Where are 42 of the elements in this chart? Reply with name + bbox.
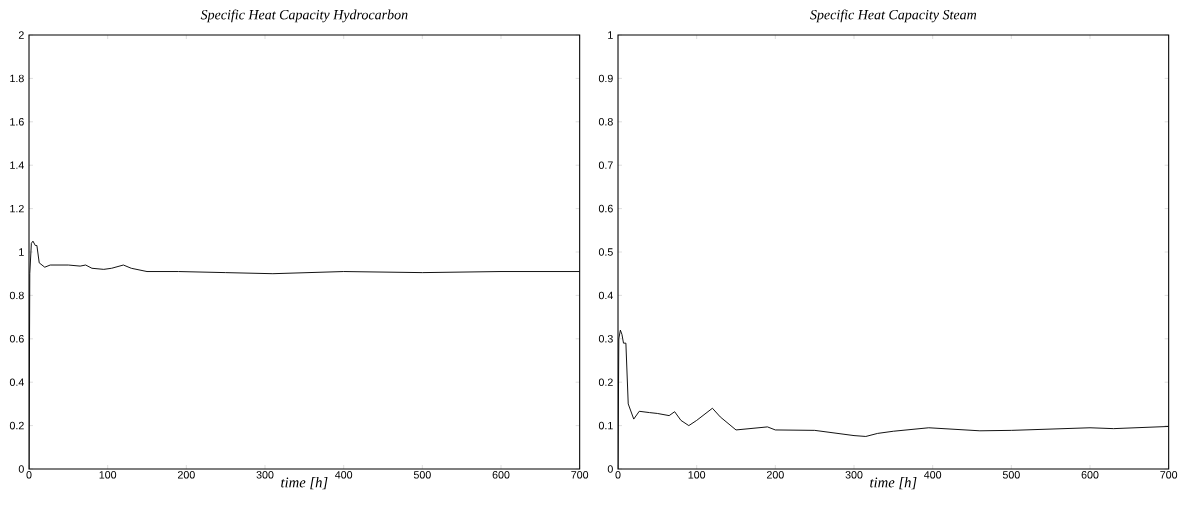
y-tick-label: 2 (18, 31, 24, 39)
chart-title: Specific Heat Capacity Steam (810, 9, 977, 23)
y-tick-label: 0.1 (598, 421, 613, 430)
x-tick-label: 100 (688, 471, 706, 479)
y-tick-label: 1.6 (10, 118, 24, 126)
y-tick-label: 0.7 (598, 161, 613, 169)
y-tick-label: 1 (19, 248, 24, 256)
y-tick-label: 0.2 (598, 378, 613, 386)
y-tick-label: 0 (607, 465, 613, 473)
x-tick-label: 100 (99, 471, 117, 479)
x-tick-label: 600 (1081, 471, 1099, 479)
x-tick-label: 400 (335, 471, 353, 479)
y-tick-label: 0.9 (598, 74, 613, 83)
y-tick-label: 1.4 (10, 161, 24, 169)
y-tick-label: 0.3 (598, 335, 613, 343)
x-tick-label: 400 (924, 471, 942, 479)
x-tick-label: 500 (1002, 471, 1020, 479)
x-tick-label: 300 (845, 471, 863, 479)
x-tick-label: 500 (413, 471, 431, 479)
chart-title: Specific Heat Capacity Hydrocarbon (200, 9, 408, 23)
y-tick-label: 0.8 (9, 291, 24, 300)
x-tick-label: 700 (571, 471, 589, 479)
x-tick-label: 0 (615, 471, 621, 479)
y-tick-label: 1.2 (10, 204, 24, 213)
y-tick-label: 1.8 (10, 74, 24, 83)
x-tick-label: 300 (256, 471, 274, 479)
x-tick-label: 700 (1160, 471, 1178, 479)
x-axis-title: time [h] (870, 477, 917, 490)
x-axis-title: time [h] (281, 477, 328, 490)
y-tick-label: 0.4 (598, 291, 613, 300)
y-tick-label: 0.8 (598, 118, 613, 126)
x-tick-label: 0 (26, 471, 32, 479)
y-tick-label: 0.5 (598, 248, 613, 256)
x-tick-label: 600 (492, 471, 510, 479)
y-tick-label: 0.2 (9, 421, 24, 430)
y-tick-label: 0.4 (9, 378, 24, 386)
y-tick-label: 0.6 (9, 335, 24, 343)
y-tick-label: 0.6 (598, 204, 613, 213)
x-tick-label: 200 (177, 471, 195, 479)
y-tick-label: 0 (18, 465, 24, 473)
x-tick-label: 200 (766, 471, 784, 479)
y-tick-label: 1 (608, 31, 613, 39)
